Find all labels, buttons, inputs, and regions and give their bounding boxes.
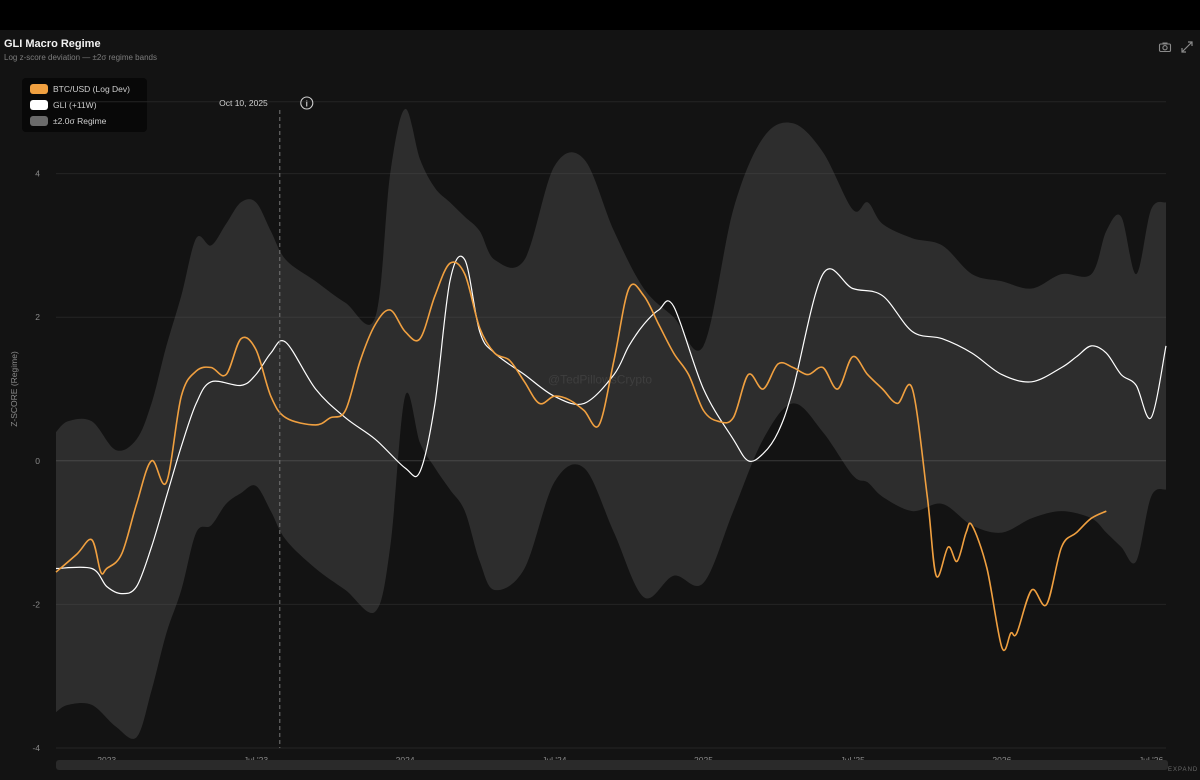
legend-swatch-gli xyxy=(30,100,48,110)
chart-legend: BTC/USD (Log Dev) GLI (+11W) ±2.0σ Regim… xyxy=(22,78,147,132)
range-navigator[interactable] xyxy=(56,760,1168,770)
x-tick-label: 2025 xyxy=(694,755,713,760)
legend-label-btc: BTC/USD (Log Dev) xyxy=(53,84,130,94)
regime-band-area xyxy=(56,108,1166,739)
legend-item-gli[interactable]: GLI (+11W) xyxy=(30,98,97,112)
legend-label-gli: GLI (+11W) xyxy=(53,100,97,110)
camera-icon[interactable] xyxy=(1158,40,1172,54)
y-tick-label: -2 xyxy=(32,599,40,609)
legend-item-btc[interactable]: BTC/USD (Log Dev) xyxy=(30,82,130,96)
legend-swatch-btc xyxy=(30,84,48,94)
x-tick-label: 2026 xyxy=(992,755,1011,760)
expand-label[interactable]: EXPAND xyxy=(1168,767,1199,773)
y-tick-label: -4 xyxy=(32,743,40,753)
x-tick-label: 2023 xyxy=(97,755,116,760)
event-marker-label: Oct 10, 2025 xyxy=(219,98,268,108)
chart-plot: -4 -2 0 2 4 Z-SCORE (Regime) 2023 Jul '23 2024 Ju… xyxy=(9,96,1167,760)
legend-swatch-regime xyxy=(30,116,48,126)
btc-series-line xyxy=(55,261,1107,651)
legend-label-regime: ±2.0σ Regime xyxy=(53,116,107,126)
y-tick-label: 4 xyxy=(35,169,40,179)
x-tick-label: Jul '24 xyxy=(542,755,567,760)
y-tick-label: 2 xyxy=(35,312,40,322)
y-tick-label: 0 xyxy=(35,456,40,466)
expand-arrows-icon[interactable] xyxy=(1180,40,1194,54)
gli-series-line xyxy=(55,255,1167,595)
info-icon-glyph: i xyxy=(306,100,308,109)
x-tick-label: 2024 xyxy=(396,755,415,760)
top-bar xyxy=(0,0,1200,30)
legend-item-regime[interactable]: ±2.0σ Regime xyxy=(30,114,106,128)
y-axis-title: Z-SCORE (Regime) xyxy=(9,351,19,427)
watermark-text: @TedPillowsCrypto xyxy=(548,372,653,386)
page-subtitle: Log z-score deviation — ±2σ regime bands xyxy=(4,53,157,62)
x-tick-label: Jul '23 xyxy=(244,755,269,760)
page-title: GLI Macro Regime xyxy=(4,38,101,50)
chart-panel: GLI Macro Regime Log z-score deviation —… xyxy=(0,30,1200,780)
info-icon xyxy=(300,96,314,110)
x-tick-label: Jul '26 xyxy=(1139,755,1164,760)
x-tick-label: Jul '25 xyxy=(841,755,866,760)
